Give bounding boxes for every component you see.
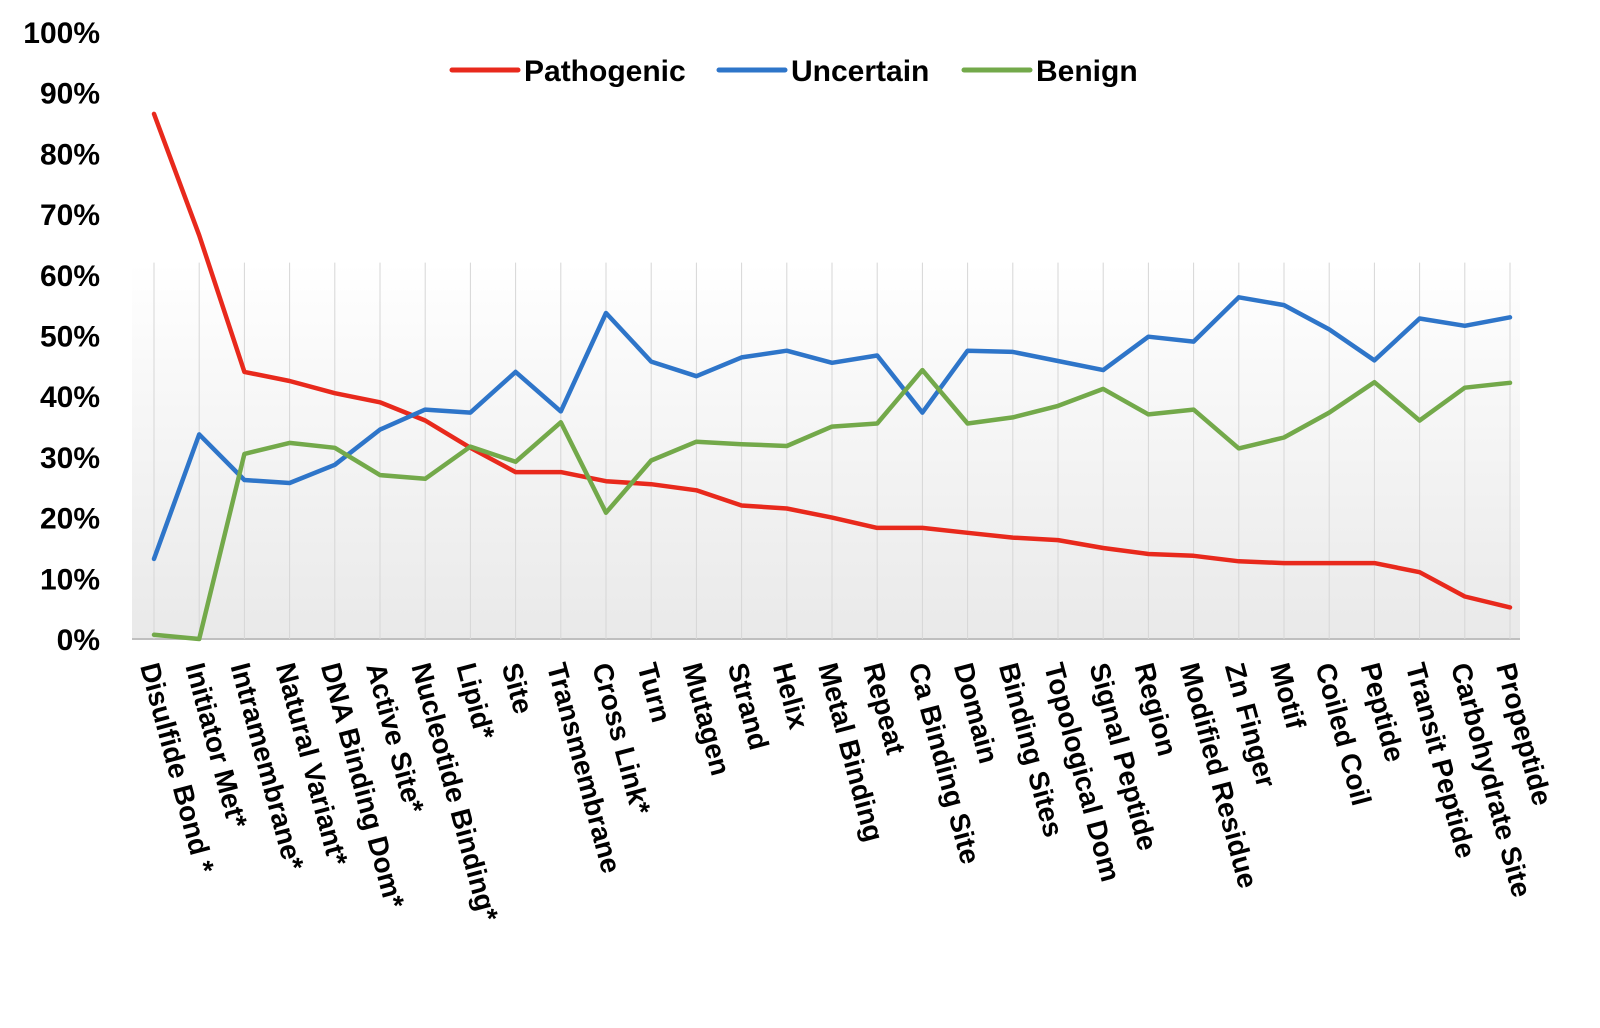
y-tick-label: 10%	[40, 563, 100, 596]
plot-background	[132, 262, 1520, 640]
x-tick-label: Turn	[631, 660, 677, 726]
y-axis-tick-labels: 0% 10% 20% 30% 40% 50% 60% 70% 80% 90% 100%	[23, 17, 100, 657]
y-tick-label: 30%	[40, 442, 100, 475]
series-line-pathogenic	[151, 111, 1513, 610]
x-tick-label: Site	[496, 660, 539, 718]
x-tick-label: Lipid*	[451, 660, 501, 743]
legend-label: Benign	[1036, 55, 1138, 88]
y-tick-label: 70%	[40, 199, 100, 232]
y-tick-label: 90%	[40, 78, 100, 111]
x-tick-label: Motif	[1264, 660, 1311, 733]
y-tick-label: 100%	[23, 17, 100, 50]
x-tick-label: Helix	[767, 660, 814, 733]
y-tick-label: 60%	[40, 260, 100, 293]
y-tick-label: 80%	[40, 138, 100, 171]
series-line-uncertain	[151, 295, 1513, 562]
plot-area	[132, 262, 1520, 639]
series-line-benign	[151, 367, 1513, 642]
series-lines	[151, 111, 1513, 642]
legend-label: Uncertain	[791, 55, 929, 88]
y-tick-label: 20%	[40, 503, 100, 536]
vertical-gridlines	[153, 262, 1511, 639]
y-tick-label: 40%	[40, 381, 100, 414]
legend-label: Pathogenic	[524, 55, 686, 88]
legend: Pathogenic Uncertain Benign	[449, 55, 1138, 88]
x-axis-tick-labels: Disulfide Bond *Initiator Met*Intramembr…	[134, 660, 1558, 925]
y-tick-label: 50%	[40, 321, 100, 354]
x-tick-label: Strand	[722, 660, 775, 754]
y-tick-label: 0%	[57, 624, 100, 657]
